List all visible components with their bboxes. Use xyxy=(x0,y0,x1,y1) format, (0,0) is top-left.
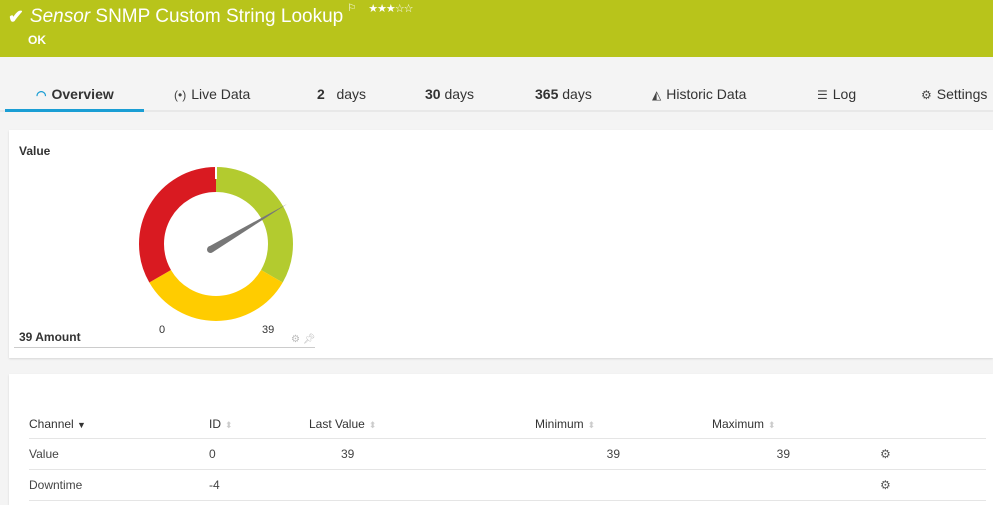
tab-label: Historic Data xyxy=(666,86,747,102)
gauge-panel: Value 0 39 39 Amount ⚙ 📌︎ xyxy=(9,130,993,358)
sensor-title: Sensor SNMP Custom String Lookup xyxy=(30,6,343,28)
gauge-needle xyxy=(208,204,287,252)
last-value xyxy=(309,469,535,501)
col-channel[interactable]: Channel ▼ xyxy=(29,410,209,439)
status-text: OK xyxy=(28,33,46,47)
active-tab-indicator xyxy=(5,109,144,112)
gauge-tools: ⚙ 📌︎ xyxy=(291,334,315,345)
last-value: 39 xyxy=(309,438,535,470)
tab-label: days xyxy=(444,86,475,102)
gear-icon[interactable]: ⚙ xyxy=(291,334,300,345)
col-minimum[interactable]: Minimum ⬍ xyxy=(535,410,712,439)
table-row[interactable]: Value 0 39 39 39 ⚙ xyxy=(29,438,986,470)
tab-log[interactable]: ☰ Log xyxy=(817,86,856,102)
gauge-max-label: 39 xyxy=(262,324,275,336)
channel-name[interactable]: Value xyxy=(29,438,209,470)
gauge-yellow-segment xyxy=(149,269,283,321)
minimum-value: 39 xyxy=(535,438,712,470)
gauge-icon: ◠ xyxy=(36,88,47,102)
gears-icon[interactable]: ⚙ xyxy=(880,446,891,461)
col-actions xyxy=(872,410,986,439)
channel-id: 0 xyxy=(209,438,309,470)
col-last-value[interactable]: Last Value ⬍ xyxy=(309,410,535,439)
header-label: ID xyxy=(209,416,221,431)
channels-panel: Channel ▼ ID ⬍ Last Value ⬍ Minimum ⬍ Maxim… xyxy=(9,374,993,505)
sensor-header: ✔ Sensor SNMP Custom String Lookup ⚐ ★★★… xyxy=(0,0,993,57)
table-row[interactable]: Downtime -4 ⚙ xyxy=(29,469,986,501)
table-header-row: Channel ▼ ID ⬍ Last Value ⬍ Minimum ⬍ Maxim… xyxy=(29,410,986,439)
area-chart-icon: ◭ xyxy=(652,88,662,102)
divider xyxy=(14,347,315,348)
header-label: Minimum xyxy=(535,416,584,431)
tab-num: 2 xyxy=(317,86,325,102)
tab-label: Live Data xyxy=(191,86,251,102)
tab-label: Overview xyxy=(51,86,114,102)
channels-table: Channel ▼ ID ⬍ Last Value ⬍ Minimum ⬍ Maxim… xyxy=(29,410,986,501)
tab-num: 30 xyxy=(425,86,441,102)
gauge-needle-hub xyxy=(207,246,214,253)
gauge-min-label: 0 xyxy=(159,324,166,336)
sort-icon: ⬍ xyxy=(587,419,596,430)
tab-label: Log xyxy=(832,86,857,102)
tab-overview[interactable]: ◠ Overview xyxy=(36,86,114,102)
sensor-title-row: ✔ Sensor SNMP Custom String Lookup ⚐ ★★★… xyxy=(8,3,414,29)
sort-desc-icon: ▼ xyxy=(77,419,86,430)
maximum-value xyxy=(712,469,872,501)
tab-settings[interactable]: ⚙ Settings xyxy=(921,86,987,102)
minimum-value xyxy=(535,469,712,501)
maximum-value: 39 xyxy=(712,438,872,470)
tab-num: 365 xyxy=(535,86,559,102)
col-id[interactable]: ID ⬍ xyxy=(209,410,309,439)
channel-id: -4 xyxy=(209,469,309,501)
tab-30-days[interactable]: 30 days xyxy=(425,86,474,102)
check-icon: ✔ xyxy=(8,7,24,28)
tab-live-data[interactable]: (•) Live Data xyxy=(174,86,250,102)
gauge-red-segment xyxy=(139,167,217,283)
flag-icon[interactable]: ⚐ xyxy=(347,3,357,14)
gauge-title: Value xyxy=(19,144,51,158)
header-label: Channel xyxy=(29,416,74,431)
sort-icon: ⬍ xyxy=(768,419,776,430)
header-label: Maximum xyxy=(712,416,765,431)
priority-stars[interactable]: ★★★☆☆ xyxy=(368,3,413,15)
tab-label: Settings xyxy=(936,86,988,102)
header-label: Last Value xyxy=(309,416,365,431)
tab-label: days xyxy=(562,86,592,102)
sensor-prefix: Sensor xyxy=(29,6,91,27)
sort-icon: ⬍ xyxy=(368,419,377,430)
sort-icon: ⬍ xyxy=(225,419,233,430)
gauge-green-segment xyxy=(215,167,293,283)
tab-2-days[interactable]: 2 days xyxy=(317,86,366,102)
list-icon: ☰ xyxy=(817,88,828,102)
col-maximum[interactable]: Maximum ⬍ xyxy=(712,410,872,439)
tab-historic-data[interactable]: ◭ Historic Data xyxy=(652,86,746,102)
tab-365-days[interactable]: 365 days xyxy=(535,86,592,102)
pin-icon[interactable]: 📌︎ xyxy=(302,334,316,345)
gauge-chart xyxy=(139,156,293,321)
tab-bar: ◠ Overview (•) Live Data 2 days 30 days 36… xyxy=(0,75,993,112)
gear-icon: ⚙ xyxy=(921,88,932,102)
gauge-amount: 39 Amount xyxy=(19,330,81,344)
sensor-name: SNMP Custom String Lookup xyxy=(95,6,344,27)
broadcast-icon: (•) xyxy=(174,88,187,102)
channel-name[interactable]: Downtime xyxy=(29,469,209,501)
gears-icon[interactable]: ⚙ xyxy=(880,477,891,492)
tab-label: days xyxy=(336,86,367,102)
